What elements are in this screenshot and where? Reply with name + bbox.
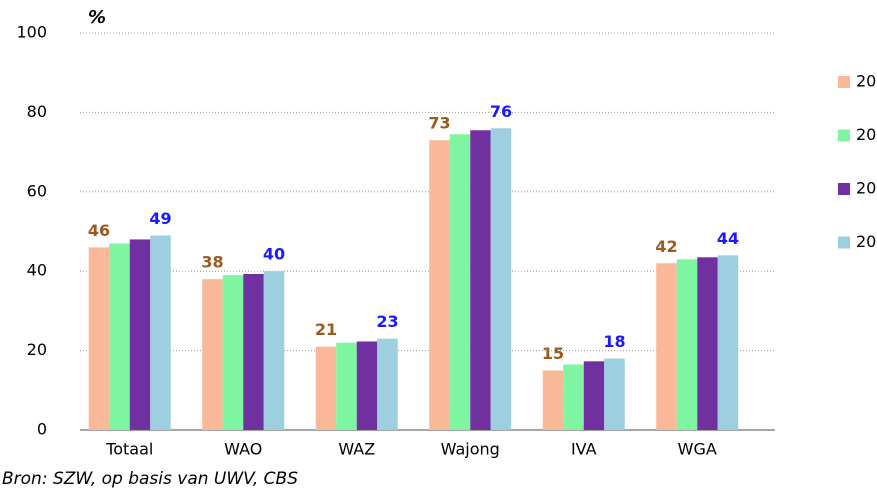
bar bbox=[150, 235, 171, 430]
bar bbox=[449, 134, 471, 431]
x-tick-label: IVA bbox=[571, 440, 597, 459]
legend-label: 2013 bbox=[856, 232, 877, 251]
y-tick-label: 60 bbox=[27, 181, 47, 200]
bar bbox=[263, 271, 285, 430]
bar bbox=[470, 130, 491, 430]
data-label: 49 bbox=[149, 209, 171, 228]
y-tick-label: 0 bbox=[37, 420, 47, 439]
data-label: 44 bbox=[717, 229, 739, 248]
data-label: 40 bbox=[263, 245, 285, 264]
bar bbox=[429, 140, 450, 430]
y-tick-label: 80 bbox=[27, 102, 47, 121]
legend-label: 2012 bbox=[856, 179, 877, 198]
bar bbox=[222, 275, 244, 430]
data-label: 42 bbox=[655, 237, 677, 256]
bar bbox=[563, 364, 584, 430]
data-label: 18 bbox=[603, 332, 625, 351]
legend-label: 2011 bbox=[856, 125, 877, 144]
x-tick-label: WAO bbox=[224, 440, 262, 459]
legend-swatch bbox=[838, 236, 850, 249]
data-label: 46 bbox=[88, 221, 110, 240]
y-tick-label: 40 bbox=[27, 261, 47, 280]
y-axis-title: % bbox=[88, 7, 106, 28]
data-label: 15 bbox=[542, 344, 564, 363]
bar bbox=[490, 128, 512, 430]
bar bbox=[656, 263, 677, 430]
bar bbox=[583, 361, 605, 430]
bar bbox=[109, 243, 130, 430]
legend-swatch bbox=[838, 129, 850, 142]
data-label: 76 bbox=[490, 102, 512, 121]
x-tick-label: WGA bbox=[678, 440, 717, 459]
bar bbox=[356, 341, 378, 430]
x-tick-label: Wajong bbox=[441, 440, 500, 459]
data-label: 73 bbox=[428, 114, 450, 133]
bar bbox=[542, 370, 564, 430]
bar bbox=[315, 346, 337, 430]
bar bbox=[697, 257, 718, 430]
y-tick-label: 20 bbox=[27, 340, 47, 359]
bar bbox=[243, 273, 264, 430]
data-label: 21 bbox=[315, 320, 337, 339]
bar bbox=[129, 239, 151, 430]
bar bbox=[377, 338, 398, 430]
bar bbox=[202, 279, 223, 430]
legend-swatch bbox=[838, 76, 850, 88]
x-tick-label: Totaal bbox=[105, 440, 153, 459]
y-tick-label: 100 bbox=[16, 23, 47, 42]
bar bbox=[676, 259, 698, 430]
data-label: 38 bbox=[201, 253, 223, 272]
legend-swatch bbox=[838, 183, 850, 195]
legend-label: 2010 bbox=[856, 72, 877, 91]
bar bbox=[604, 358, 625, 430]
bar bbox=[717, 255, 739, 430]
x-tick-label: WAZ bbox=[338, 440, 375, 459]
source-note: Bron: SZW, op basis van UWV, CBS bbox=[2, 469, 298, 489]
bar bbox=[336, 342, 357, 430]
bar bbox=[88, 247, 110, 430]
data-label: 23 bbox=[376, 312, 398, 331]
